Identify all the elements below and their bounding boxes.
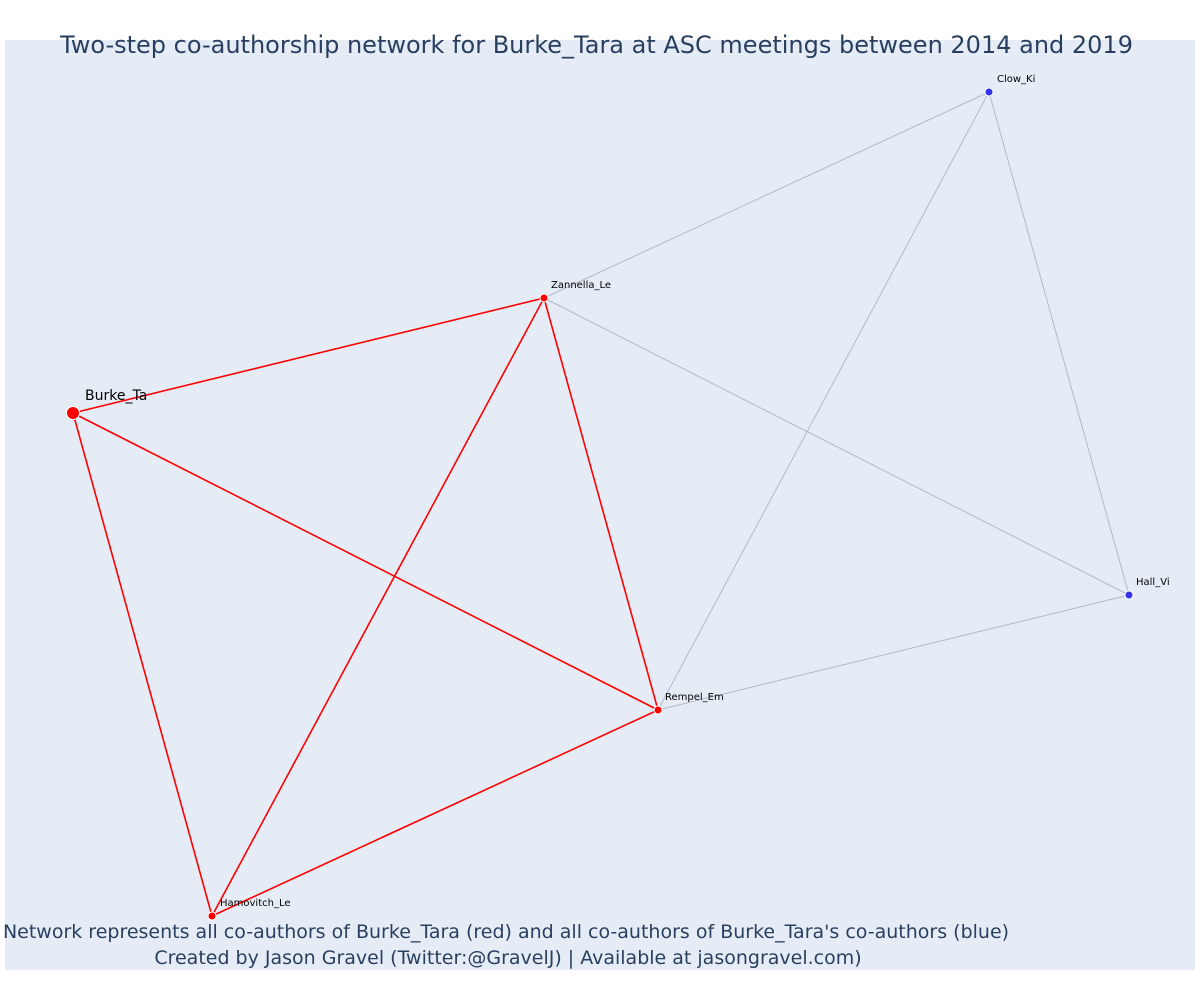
- edge-burke-zannella: [72, 297, 545, 414]
- node-hamovitch[interactable]: [207, 911, 217, 921]
- labels-layer: Burke_Ta Zannella_Le Rempel_Em Hamovitch_Le…: [85, 74, 1170, 909]
- edge-burke-hamovitch: [72, 412, 213, 917]
- node-burke[interactable]: [66, 406, 80, 420]
- node-label-hamovitch: Hamovitch_Le: [220, 898, 291, 909]
- caption-line-1: Network represents all co-authors of Bur…: [3, 921, 1009, 943]
- node-clow[interactable]: [984, 87, 994, 97]
- edge-zannella-hamovitch: [211, 297, 545, 917]
- node-label-burke: Burke_Ta: [85, 388, 147, 404]
- chart-title: Two-step co-authorship network for Burke…: [59, 31, 1133, 59]
- edge-rempel-hall: [657, 594, 1130, 711]
- edge-rempel-clow: [657, 91, 990, 711]
- nodes-layer: [66, 87, 1134, 921]
- caption-line-2: Created by Jason Gravel (Twitter:@Gravel…: [154, 947, 861, 969]
- node-label-clow: Clow_Ki: [997, 74, 1035, 85]
- edge-zannella-rempel: [543, 297, 659, 711]
- node-zannella[interactable]: [539, 293, 549, 303]
- node-label-zannella: Zannella_Le: [551, 280, 611, 291]
- node-label-rempel: Rempel_Em: [665, 692, 724, 703]
- node-rempel[interactable]: [653, 705, 663, 715]
- edge-burke-rempel: [72, 412, 659, 711]
- plot-background: [5, 40, 1195, 970]
- edge-rempel-hamovitch: [211, 709, 659, 917]
- edge-zannella-clow: [543, 91, 990, 299]
- node-hall[interactable]: [1124, 590, 1134, 600]
- edge-clow-hall: [988, 91, 1130, 596]
- edge-zannella-hall: [543, 297, 1130, 596]
- edges-layer: [72, 91, 1130, 917]
- node-label-hall: Hall_Vi: [1136, 577, 1170, 588]
